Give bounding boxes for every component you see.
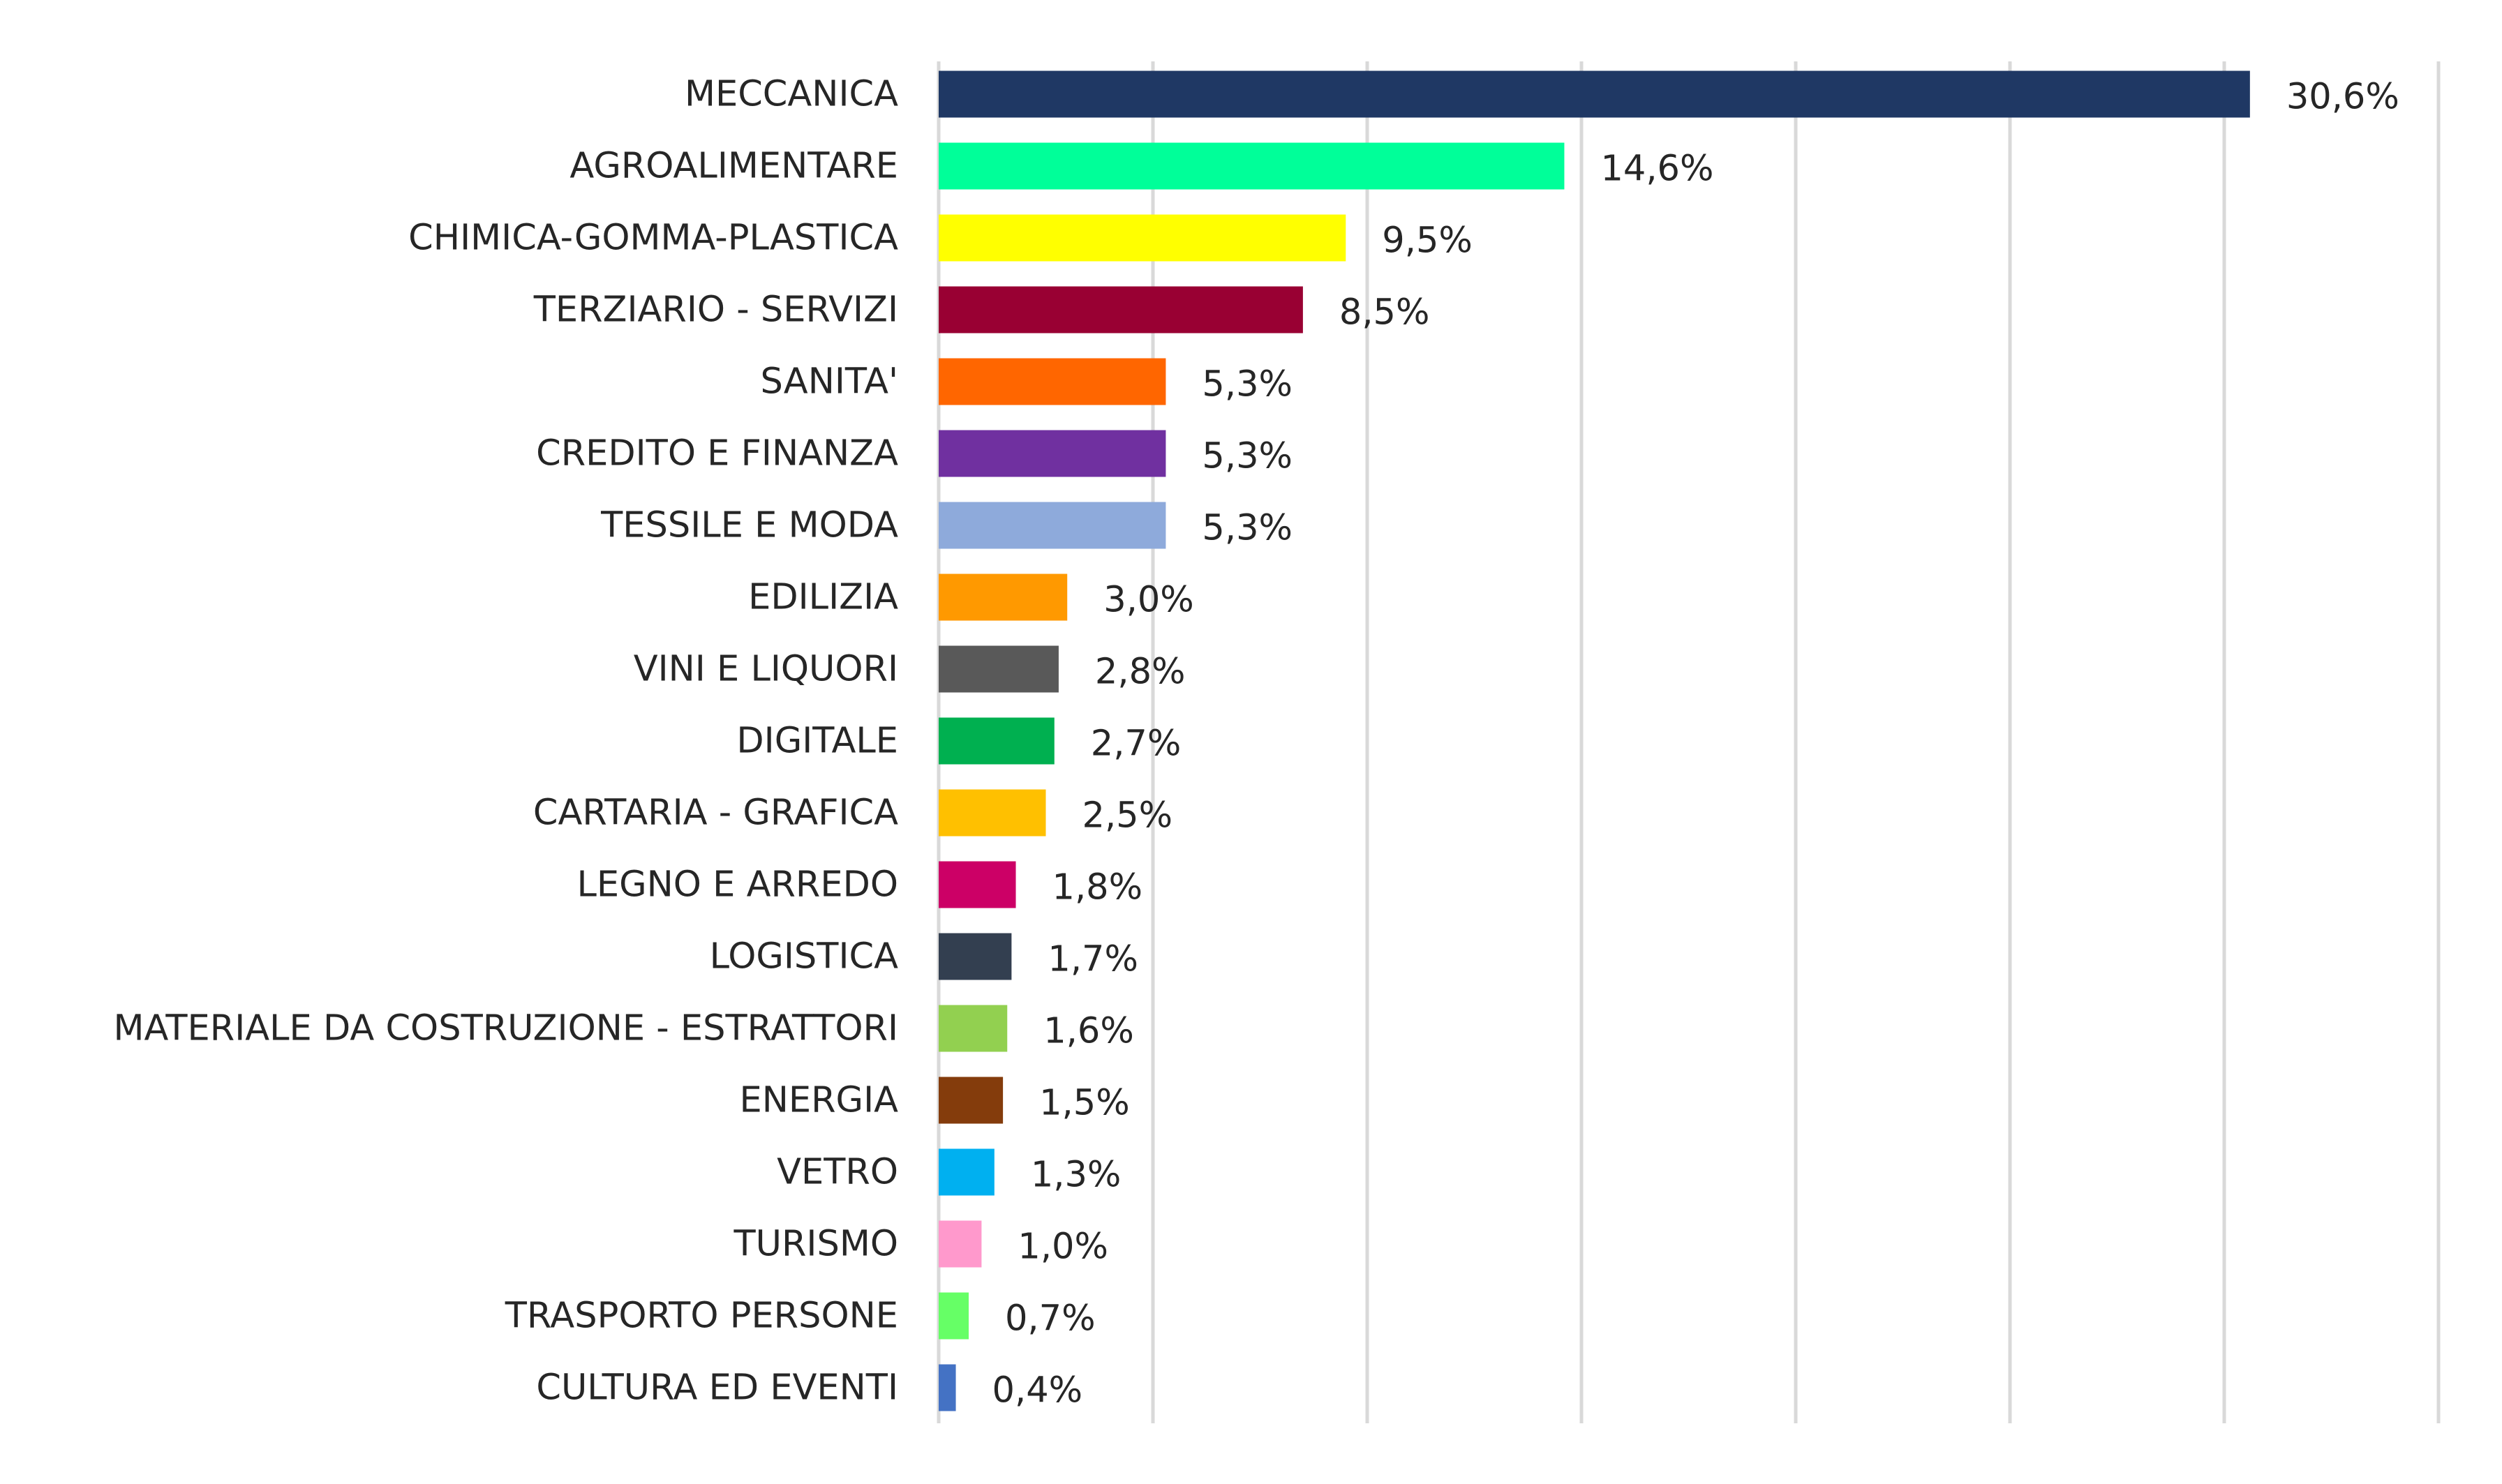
data-label-legno-e-arredo: 1,8% [1052, 867, 1143, 908]
bar-sanita [939, 358, 1166, 405]
bar-cultura-ed-eventi [939, 1364, 956, 1411]
category-label-cultura-ed-eventi: CULTURA ED EVENTI [536, 1367, 898, 1409]
bar-credito-e-finanza [939, 430, 1166, 477]
bar-agroalimentare [939, 142, 1565, 190]
category-label-tessile-e-moda: TESSILE E MODA [600, 505, 898, 546]
bar-vini-e-liquori [939, 645, 1059, 693]
category-label-sanita: SANITA' [760, 361, 898, 403]
bar-turismo [939, 1220, 982, 1268]
data-label-turismo: 1,0% [1018, 1227, 1108, 1268]
bars [939, 70, 2250, 1411]
data-label-tessile-e-moda: 5,3% [1202, 508, 1293, 549]
category-label-terziario-servizi: TERZIARIO - SERVIZI [533, 290, 898, 331]
data-label-trasporto-persone: 0,7% [1005, 1298, 1096, 1340]
data-label-energia: 1,5% [1039, 1083, 1130, 1124]
bar-logistica [939, 933, 1012, 980]
data-labels: 30,6%14,6%9,5%8,5%5,3%5,3%5,3%3,0%2,8%2,… [992, 77, 2399, 1411]
data-label-digitale: 2,7% [1091, 724, 1182, 765]
data-label-vini-e-liquori: 2,8% [1095, 652, 1186, 693]
data-label-cartaria-grafica: 2,5% [1082, 795, 1173, 837]
data-label-materiale-da-costruzione-estrattori: 1,6% [1043, 1011, 1134, 1052]
data-label-logistica: 1,7% [1048, 939, 1138, 980]
bar-chimica-gomma-plastica [939, 214, 1346, 262]
category-labels: MECCANICA AGROALIMENTARE CHIMICA-GOMMA-PLA… [113, 74, 898, 1409]
bar-cartaria-grafica [939, 789, 1046, 837]
bar-materiale-da-costruzione-estrattori [939, 1005, 1008, 1052]
category-label-edilizia: EDILIZIA [748, 577, 898, 618]
data-label-vetro: 1,3% [1031, 1155, 1122, 1196]
category-label-energia: ENERGIA [740, 1080, 899, 1121]
category-label-credito-e-finanza: CREDITO E FINANZA [536, 433, 898, 474]
data-label-meccanica: 30,6% [2286, 77, 2399, 118]
bar-legno-e-arredo [939, 861, 1016, 908]
bar-trasporto-persone [939, 1292, 969, 1340]
data-label-edilizia: 3,0% [1103, 580, 1194, 621]
category-label-chimica-gomma-plastica: CHIMICA-GOMMA-PLASTICA [408, 218, 898, 259]
bar-edilizia [939, 574, 1068, 621]
category-label-cartaria-grafica: CARTARIA - GRAFICA [533, 793, 898, 834]
category-label-agroalimentare: AGROALIMENTARE [569, 146, 898, 187]
category-label-vini-e-liquori: VINI E LIQUORI [634, 649, 898, 690]
category-label-materiale-da-costruzione-estrattori: MATERIALE DA COSTRUZIONE - ESTRATTORI [113, 1008, 898, 1049]
category-label-legno-e-arredo: LEGNO E ARREDO [577, 864, 899, 906]
category-label-logistica: LOGISTICA [710, 936, 898, 977]
category-label-trasporto-persone: TRASPORTO PERSONE [505, 1296, 898, 1337]
bar-digitale [939, 717, 1055, 765]
data-label-terziario-servizi: 8,5% [1339, 292, 1430, 333]
category-label-vetro: VETRO [777, 1152, 898, 1193]
bar-tessile-e-moda [939, 502, 1166, 549]
data-label-chimica-gomma-plastica: 9,5% [1382, 220, 1473, 262]
data-label-cultura-ed-eventi: 0,4% [992, 1370, 1083, 1411]
bar-vetro [939, 1148, 995, 1196]
bar-meccanica [939, 70, 2250, 118]
category-label-turismo: TURISMO [734, 1224, 898, 1265]
category-label-meccanica: MECCANICA [685, 74, 898, 115]
data-label-credito-e-finanza: 5,3% [1202, 436, 1293, 477]
bar-terziario-servizi [939, 286, 1303, 333]
data-label-sanita: 5,3% [1202, 364, 1293, 405]
category-label-digitale: DIGITALE [736, 721, 898, 762]
data-label-agroalimentare: 14,6% [1600, 149, 1713, 190]
bar-energia [939, 1077, 1004, 1124]
